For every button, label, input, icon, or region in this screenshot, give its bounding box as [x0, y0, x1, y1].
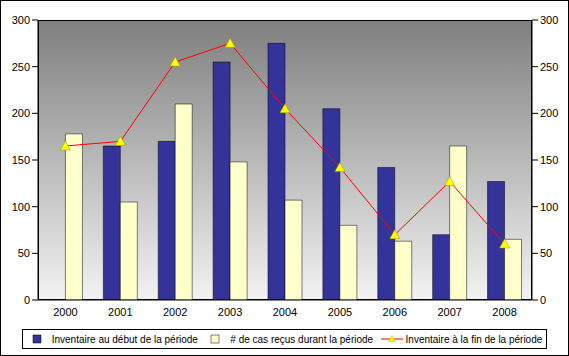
svg-text:150: 150 — [540, 154, 558, 166]
svg-text:2002: 2002 — [163, 306, 187, 318]
svg-text:2003: 2003 — [218, 306, 242, 318]
svg-text:300: 300 — [12, 14, 30, 26]
svg-text:0: 0 — [24, 294, 30, 306]
svg-text:200: 200 — [12, 107, 30, 119]
svg-text:0: 0 — [540, 294, 546, 306]
svg-text:250: 250 — [12, 61, 30, 73]
svg-text:250: 250 — [540, 61, 558, 73]
svg-text:2000: 2000 — [53, 306, 77, 318]
svg-text:2006: 2006 — [383, 306, 407, 318]
svg-text:50: 50 — [18, 247, 30, 259]
svg-text:2005: 2005 — [328, 306, 352, 318]
svg-text:2004: 2004 — [273, 306, 297, 318]
svg-text:300: 300 — [540, 14, 558, 26]
html-text:# de cas reçus durant la pério: # de cas reçus durant la période — [230, 333, 374, 345]
svg-text:100: 100 — [540, 201, 558, 213]
svg-text:150: 150 — [12, 154, 30, 166]
svg-text:50: 50 — [540, 247, 552, 259]
html-text:Inventaire à la fin de la péri: Inventaire à la fin de la période — [405, 333, 543, 345]
svg-text:200: 200 — [540, 107, 558, 119]
svg-text:100: 100 — [12, 201, 30, 213]
svg-text:2001: 2001 — [108, 306, 132, 318]
svg-text:2007: 2007 — [437, 306, 461, 318]
svg-text:2008: 2008 — [492, 306, 516, 318]
html-text:Inventaire au début de la péri: Inventaire au début de la période — [51, 333, 198, 345]
